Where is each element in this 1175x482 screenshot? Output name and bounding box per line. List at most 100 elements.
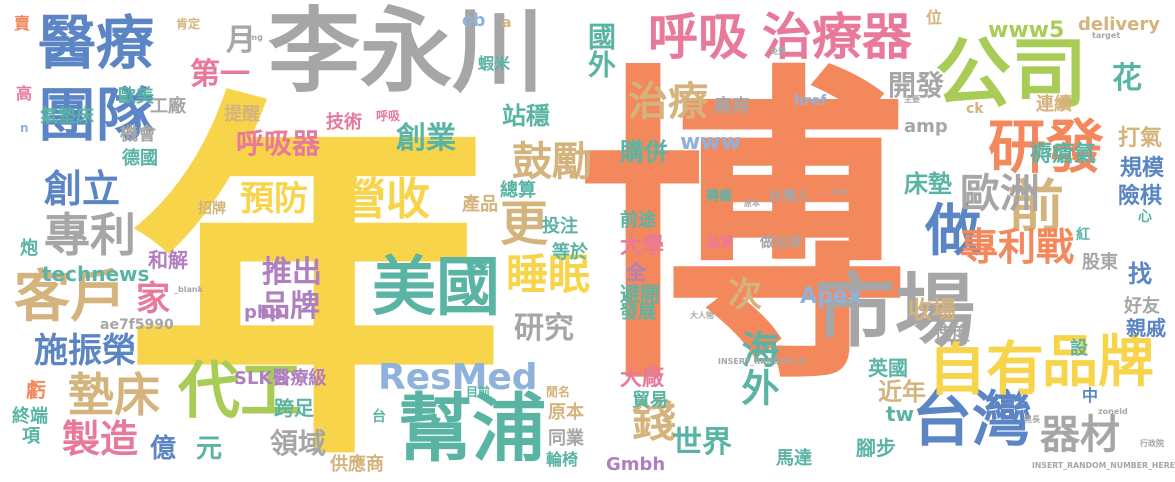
cloud-word: 代工 (178, 354, 303, 427)
cloud-word: 專利戰 (960, 225, 1075, 269)
cloud-word: 大人物 (690, 311, 714, 320)
cloud-word: 國外 (584, 22, 617, 78)
cloud-word: 賣 (14, 14, 31, 33)
cloud-word: 終端 (12, 406, 48, 427)
cloud-word: 台 (372, 409, 386, 425)
cloud-word: 大廠 (620, 366, 665, 391)
cloud-word: 褥瘡 (706, 189, 733, 204)
cloud-word: 呼吸 (648, 8, 748, 66)
cloud-word: INSERT_RANDOM_NUMBER_HERE (1032, 461, 1175, 470)
cloud-word: 年 (125, 63, 505, 482)
cloud-word: img (246, 33, 263, 42)
cloud-word: INSERT_RANDOM_N (718, 357, 806, 366)
cloud-word: href (794, 93, 827, 109)
cloud-word: SLK醫療級 (234, 368, 327, 389)
cloud-word: 團隊 (38, 81, 155, 149)
cloud-word: 好友 (1124, 296, 1160, 317)
cloud-word: 幫浦 (398, 386, 546, 472)
cloud-word: 元 (196, 434, 223, 464)
cloud-word: 床墊 (904, 170, 952, 198)
cloud-word: 前 (1008, 175, 1064, 240)
cloud-word: 蝦米 (478, 54, 511, 73)
cloud-word: 馬達 (776, 448, 812, 469)
cloud-word: 機會 (120, 124, 156, 145)
cloud-word: 美國 (372, 251, 500, 325)
cloud-word: 規模 (1120, 156, 1165, 181)
cloud-word: 站穩 (502, 102, 550, 130)
cloud-word: 近年 (878, 378, 926, 406)
cloud-word: 輪椅 (546, 450, 579, 469)
cloud-word: 億 (150, 434, 177, 464)
cloud-word: 避開 (620, 282, 660, 306)
cloud-word: 廠商 (714, 96, 750, 117)
cloud-word: 領域 (270, 427, 327, 460)
cloud-word: Gmbh (606, 454, 666, 475)
cloud-word: 購併 (620, 138, 668, 166)
cloud-word: 英國 (868, 356, 908, 380)
cloud-word: 品牌 (260, 289, 320, 324)
cloud-word: 墊床 (68, 368, 160, 422)
cloud-word: 製造 (62, 417, 139, 461)
cloud-word: 治療器 (762, 8, 912, 66)
cloud-word: amp (904, 116, 948, 137)
cloud-word: _blank (174, 285, 203, 294)
cloud-word: www (680, 130, 741, 155)
cloud-word: 心 (1138, 209, 1152, 225)
cloud-word: 睡眠 (506, 250, 591, 299)
cloud-word: php (244, 302, 283, 323)
cloud-word: 世界 (672, 425, 732, 460)
cloud-word: ResMed (378, 357, 538, 398)
cloud-word: 紅 (1076, 227, 1090, 243)
cloud-word: 創立 (44, 167, 121, 211)
cloud-word: 自有 (928, 335, 1045, 403)
cloud-word: 中 (1082, 386, 1099, 405)
cloud-word: 公司 (935, 29, 1087, 118)
cloud-word: 預防 (240, 179, 308, 219)
cloud-word: a (502, 15, 512, 31)
cloud-word: 褥瘡氣 (1030, 142, 1097, 167)
cloud-word: 主要 (904, 95, 920, 104)
cloud-word: 技術 (326, 112, 362, 133)
cloud-word: cb (462, 10, 486, 31)
cloud-word: 品質 (706, 235, 734, 251)
cloud-word: 創業 (396, 121, 456, 156)
cloud-word: 原本 (548, 402, 584, 423)
cloud-word: 肯定 (176, 17, 201, 31)
cloud-word: 高 (16, 84, 33, 103)
cloud-word: zoneid (1098, 407, 1128, 416)
cloud-word: 目前 (466, 385, 491, 399)
cloud-word: 海外 (735, 330, 779, 406)
cloud-word: 第一 (190, 57, 250, 92)
cloud-word: 花 (1112, 61, 1142, 96)
cloud-word: 研究 (514, 311, 574, 346)
cloud-word: delivery (1078, 14, 1160, 35)
cloud-word: 施振榮 (34, 331, 136, 371)
cloud-word: 李永川 (268, 0, 545, 105)
cloud-word: 錢 (632, 396, 676, 447)
cloud-word: 總算 (500, 180, 536, 201)
cloud-word: 德國 (122, 148, 158, 169)
cloud-word: 腳步 (856, 436, 896, 460)
cloud-word: 市場 (815, 265, 975, 358)
cloud-word: Apex (800, 284, 862, 309)
cloud-word: 打氣 (1118, 126, 1163, 151)
cloud-word: 連續 (1036, 94, 1072, 115)
cloud-word: 金字 (466, 259, 491, 273)
cloud-word: 台灣 (912, 385, 1032, 455)
cloud-word: 貿易 (632, 390, 668, 411)
cloud-word: 開發 (888, 69, 945, 102)
cloud-word: n (20, 121, 29, 135)
cloud-word: 工廠 (150, 96, 186, 117)
cloud-word: 客戶 (14, 265, 126, 330)
cloud-word: 做 (925, 199, 981, 264)
cloud-word: 品牌 (1042, 330, 1154, 395)
cloud-word: 同業 (548, 428, 584, 449)
cloud-word: 歐美 (118, 86, 154, 107)
cloud-word: 晃長 (1024, 415, 1040, 424)
cloud-word: 投注 (542, 216, 578, 237)
cloud-word: 全 (626, 260, 646, 284)
cloud-word: ae7f5990 (100, 317, 174, 333)
cloud-word: 跨足 (274, 396, 314, 420)
cloud-word: 速度 (934, 324, 970, 345)
